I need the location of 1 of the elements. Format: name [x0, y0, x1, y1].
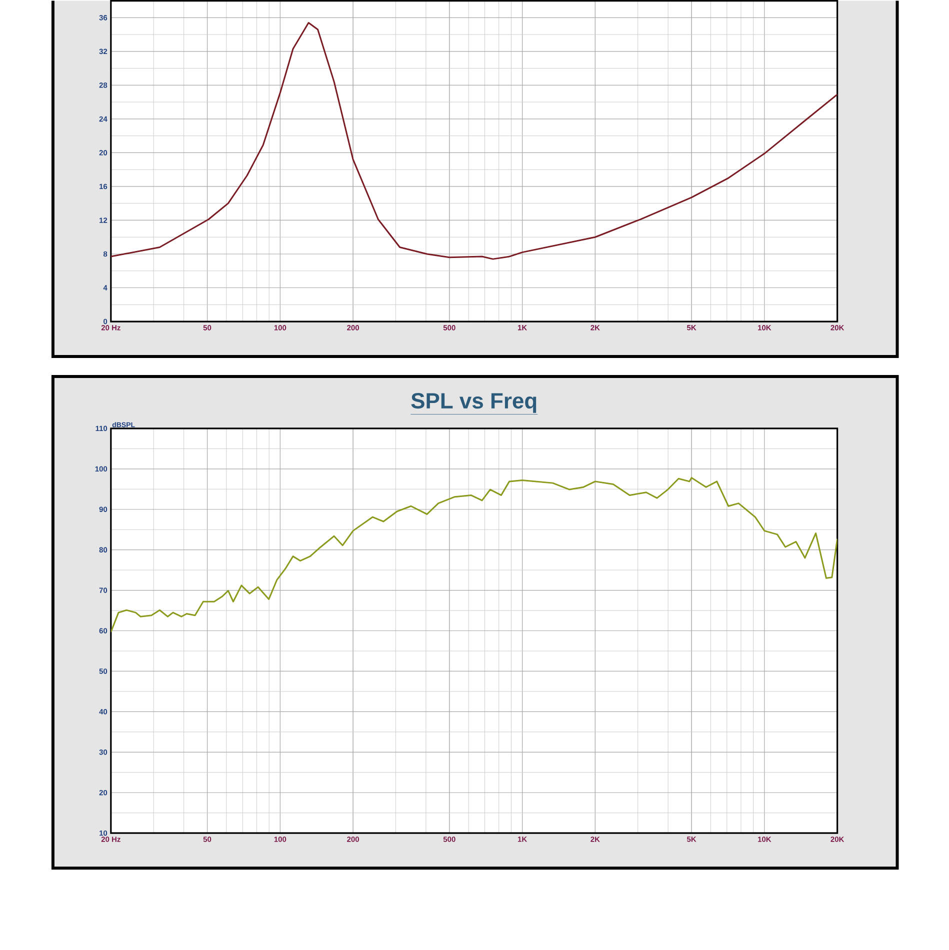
chart-title: SPL vs Freq: [411, 392, 536, 413]
